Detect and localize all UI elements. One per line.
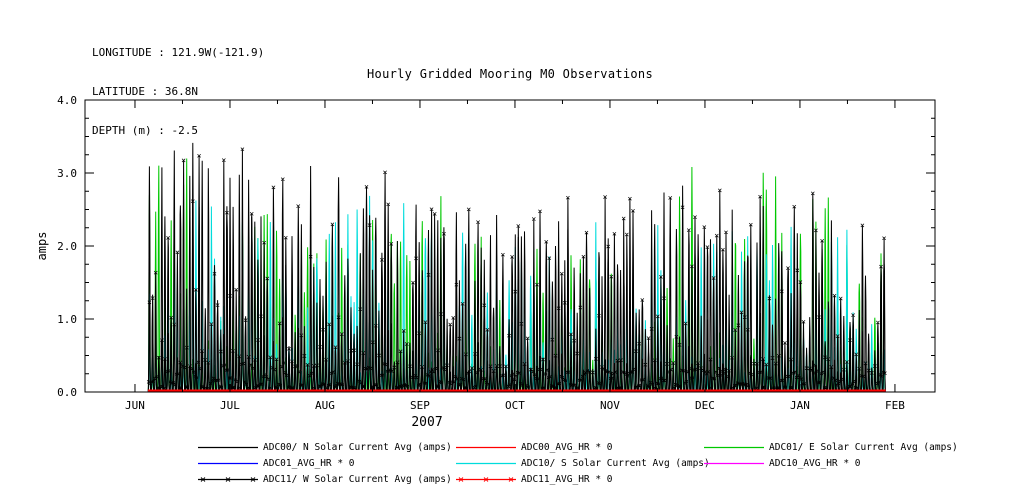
x-tick-label: JAN — [790, 399, 810, 412]
page-title: Hourly Gridded Mooring M0 Observations — [367, 67, 653, 81]
legend-line-sample — [456, 477, 516, 482]
x-tick-label: NOV — [600, 399, 620, 412]
legend-item-1: ADC00_AVG_HR * 0 — [456, 441, 704, 454]
legend: ADC00/ N Solar Current Avg (amps) ADC00_A… — [198, 441, 964, 486]
legend-label: ADC10_AVG_HR * 0 — [769, 458, 861, 469]
x-tick-label: OCT — [505, 399, 525, 412]
legend-line-sample — [198, 446, 258, 449]
x-tick-label: AUG — [315, 399, 335, 412]
legend-item-0: ADC00/ N Solar Current Avg (amps) — [198, 441, 456, 454]
station-info: LONGITUDE : 121.9W(-121.9) LATITUDE : 36… — [92, 20, 264, 163]
legend-line-sample — [704, 446, 764, 449]
legend-item-7: ADC11_AVG_HR * 0 — [456, 473, 704, 486]
legend-line-sample — [198, 477, 258, 482]
y-tick-label: 0.0 — [57, 386, 77, 399]
y-tick-label: 1.0 — [57, 313, 77, 326]
legend-label: ADC10/ S Solar Current Avg (amps) — [521, 458, 710, 469]
legend-label: ADC11_AVG_HR * 0 — [521, 474, 613, 485]
x-tick-label: SEP — [410, 399, 430, 412]
x-axis-label: 2007 — [411, 415, 442, 430]
legend-label: ADC11/ W Solar Current Avg (amps) — [263, 474, 452, 485]
longitude-label: LONGITUDE : 121.9W(-121.9) — [92, 46, 265, 59]
legend-item-6: ADC11/ W Solar Current Avg (amps) — [198, 473, 456, 486]
legend-label: ADC00/ N Solar Current Avg (amps) — [263, 442, 452, 453]
legend-item-2: ADC01/ E Solar Current Avg (amps) — [704, 441, 964, 454]
legend-label: ADC01/ E Solar Current Avg (amps) — [769, 442, 958, 453]
x-tick-label: DEC — [695, 399, 715, 412]
legend-item-4: ADC10/ S Solar Current Avg (amps) — [456, 457, 710, 470]
depth-label: DEPTH (m) : -2.5 — [92, 124, 198, 137]
y-axis-label: amps — [35, 232, 49, 261]
x-tick-label: JUL — [220, 399, 240, 412]
y-tick-label: 2.0 — [57, 240, 77, 253]
legend-line-sample — [198, 462, 258, 465]
x-tick-label: FEB — [885, 399, 905, 412]
legend-item-3: ADC01_AVG_HR * 0 — [198, 457, 456, 470]
x-tick-label: JUN — [125, 399, 145, 412]
series-markers-6 — [146, 147, 887, 391]
legend-item-5: ADC10_AVG_HR * 0 — [704, 457, 964, 470]
legend-label: ADC00_AVG_HR * 0 — [521, 442, 613, 453]
y-tick-label: 3.0 — [57, 167, 77, 180]
y-tick-label: 4.0 — [57, 94, 77, 107]
legend-line-sample — [704, 462, 764, 465]
latitude-label: LATITUDE : 36.8N — [92, 85, 198, 98]
legend-label: ADC01_AVG_HR * 0 — [263, 458, 355, 469]
legend-line-sample — [456, 446, 516, 449]
legend-line-sample — [456, 462, 516, 465]
